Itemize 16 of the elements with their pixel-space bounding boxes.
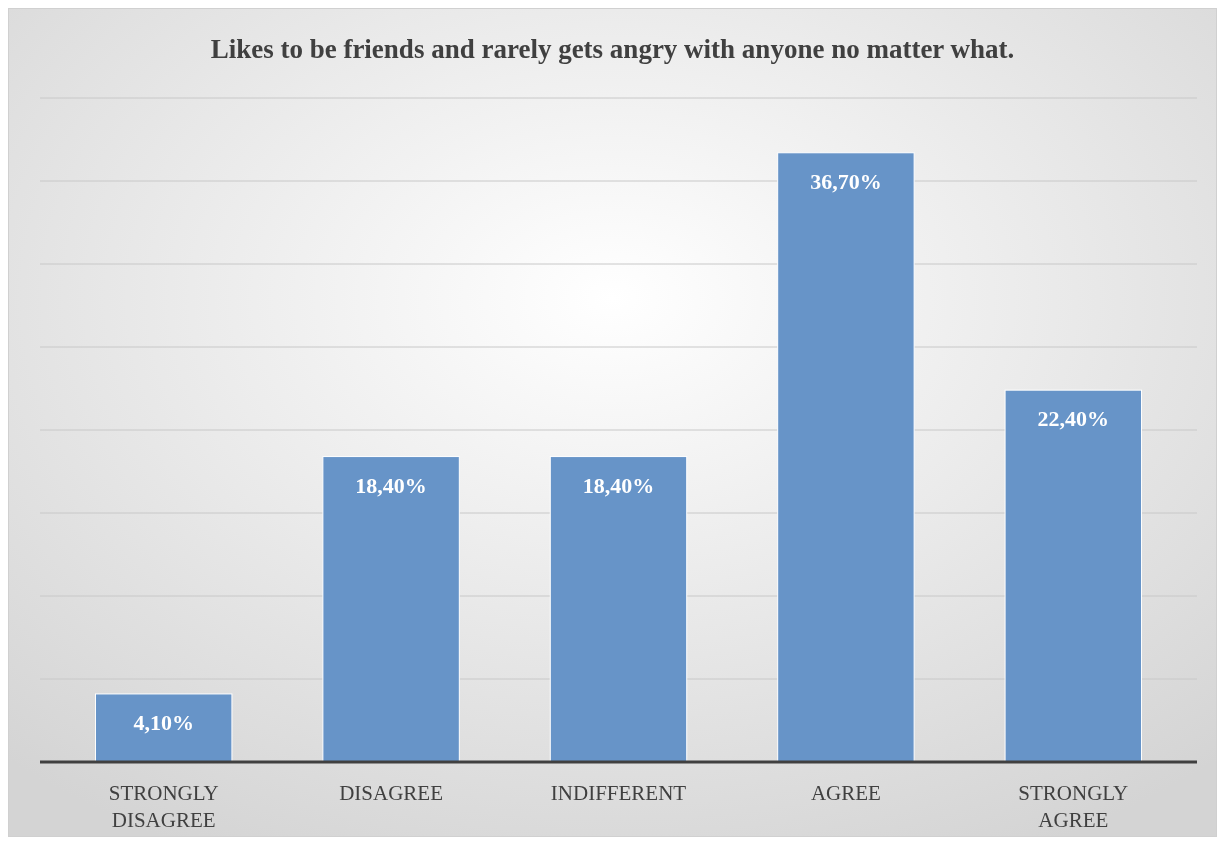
chart-title: Likes to be friends and rarely gets angry with anyone no matter what. bbox=[210, 34, 1015, 64]
data-label: 4,10% bbox=[133, 709, 194, 735]
bar bbox=[549, 456, 688, 763]
x-tick-label: STRONGLY AGREE bbox=[1018, 781, 1129, 832]
data-label: 18,40% bbox=[355, 472, 427, 498]
bar bbox=[94, 693, 233, 763]
x-tick-label: AGREE bbox=[810, 781, 881, 805]
bar bbox=[1004, 389, 1143, 763]
x-tick-label: DISAGREE bbox=[339, 781, 444, 805]
data-label: 18,40% bbox=[582, 472, 655, 498]
x-tick-label: STRONGLY DISAGREE bbox=[108, 781, 219, 832]
data-label: 22,40% bbox=[1037, 406, 1110, 432]
data-label: 36,70% bbox=[810, 168, 882, 194]
bar bbox=[322, 456, 460, 763]
bar bbox=[777, 152, 915, 763]
x-tick-label: INDIFFERENT bbox=[550, 781, 687, 805]
